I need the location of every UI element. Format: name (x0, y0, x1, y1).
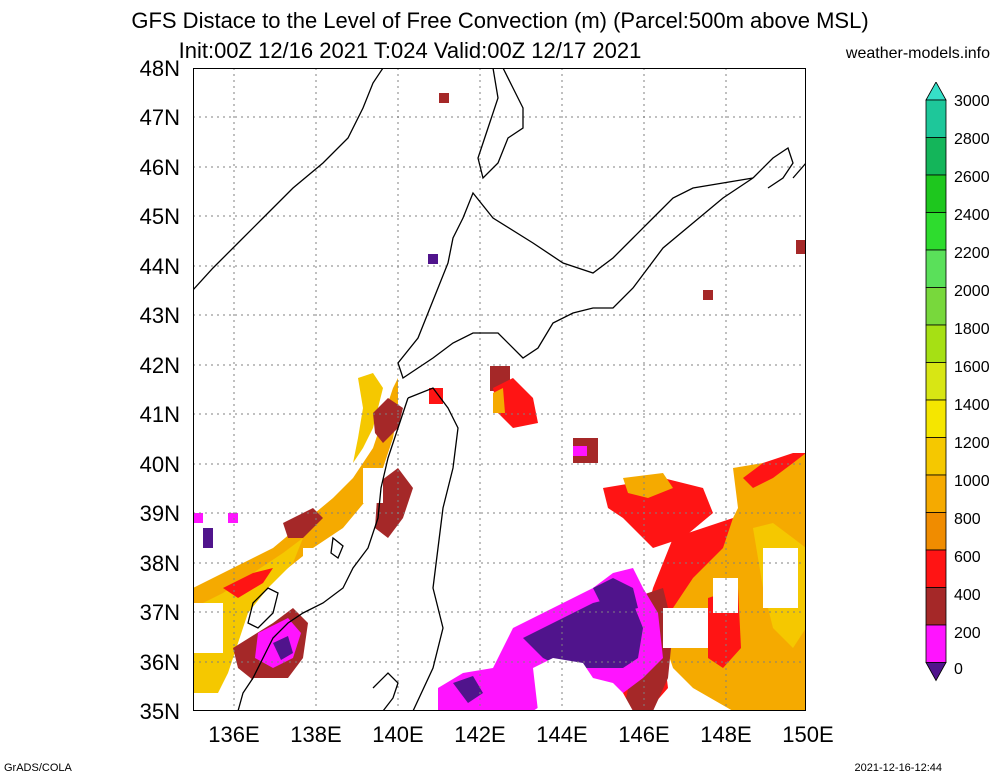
colorbar-bottom-arrow (925, 662, 947, 682)
colorbar (925, 82, 947, 682)
chart-title: GFS Distace to the Level of Free Convect… (131, 8, 869, 33)
grid-lines (193, 68, 806, 711)
lat-tick-label: 38N (139, 551, 180, 576)
colorbar-cell (925, 212, 947, 251)
lat-tick-label: 44N (139, 254, 180, 279)
lat-tick-label: 47N (139, 105, 180, 130)
colorbar-label: 1000 (954, 473, 990, 490)
colorbar-label: 1200 (954, 435, 990, 452)
lon-tick-label: 148E (700, 722, 752, 747)
lon-tick-label: 146E (618, 722, 670, 747)
colorbar-cell (925, 99, 947, 138)
lon-tick-label: 136E (208, 722, 260, 747)
lat-tick-label: 41N (139, 402, 180, 427)
colorbar-label: 2200 (954, 245, 990, 262)
chart-subtitle: Init:00Z 12/16 2021 T:024 Valid:00Z 12/1… (178, 38, 642, 63)
lat-tick-label: 42N (139, 353, 180, 378)
lon-tick-label: 150E (782, 722, 834, 747)
lon-tick-label: 140E (372, 722, 424, 747)
lat-tick-label: 35N (139, 699, 180, 724)
footer-right: 2021-12-16-12:44 (854, 762, 942, 774)
lat-tick-label: 40N (139, 452, 180, 477)
map-frame (193, 68, 806, 711)
map-panel (193, 68, 806, 711)
colorbar-cell (925, 437, 947, 476)
colorbar-cell (925, 549, 947, 588)
footer-left: GrADS/COLA (4, 762, 72, 774)
colorbar-label: 600 (954, 549, 981, 566)
colorbar-top-arrow (925, 82, 947, 101)
colorbar-label: 400 (954, 587, 981, 604)
lat-tick-label: 45N (139, 204, 180, 229)
field-overlay (193, 93, 806, 711)
colorbar-label: 200 (954, 625, 981, 642)
lat-tick-label: 36N (139, 650, 180, 675)
colorbar-label: 1400 (954, 397, 990, 414)
colorbar-cell (925, 399, 947, 438)
site-credit: weather-models.info (845, 45, 990, 62)
lon-tick-label: 142E (454, 722, 506, 747)
colorbar-cells (925, 82, 947, 682)
lat-tick-label: 43N (139, 303, 180, 328)
lat-tick-label: 46N (139, 155, 180, 180)
colorbar-cell (925, 512, 947, 551)
colorbar-cell (925, 624, 947, 663)
lat-tick-label: 48N (139, 56, 180, 81)
coastlines (193, 68, 806, 711)
colorbar-label: 2000 (954, 283, 990, 300)
lon-tick-label: 144E (536, 722, 588, 747)
lon-tick-label: 138E (290, 722, 342, 747)
lat-tick-label: 39N (139, 501, 180, 526)
colorbar-cell (925, 137, 947, 176)
colorbar-cell (925, 474, 947, 513)
colorbar-cell (925, 287, 947, 326)
colorbar-label: 2600 (954, 169, 990, 186)
colorbar-label: 800 (954, 511, 981, 528)
colorbar-label: 1600 (954, 359, 990, 376)
lat-tick-label: 37N (139, 600, 180, 625)
colorbar-label: 2400 (954, 207, 990, 224)
colorbar-cell (925, 362, 947, 401)
colorbar-cell (925, 174, 947, 213)
colorbar-cell (925, 324, 947, 363)
colorbar-label: 3000 (954, 93, 990, 110)
colorbar-label: 2800 (954, 131, 990, 148)
colorbar-cell (925, 249, 947, 288)
colorbar-label: 0 (954, 661, 963, 678)
colorbar-cell (925, 587, 947, 626)
colorbar-label: 1800 (954, 321, 990, 338)
